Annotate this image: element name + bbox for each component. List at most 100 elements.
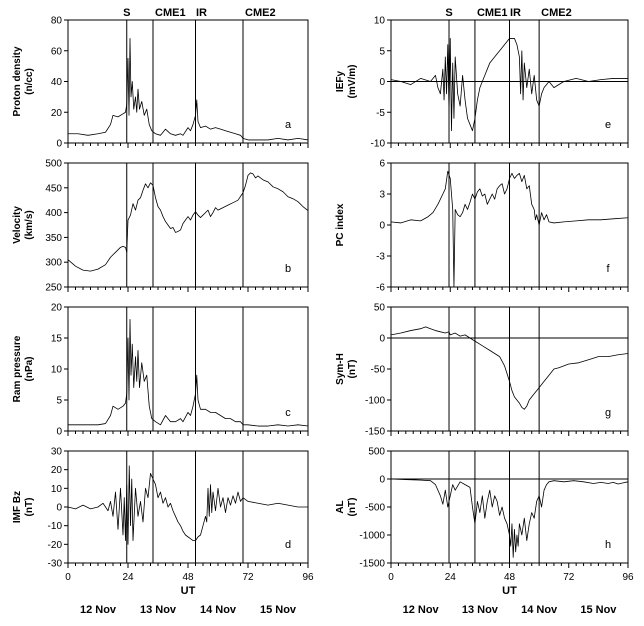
panel-d: -30 -20 -10 0 10 20 30 d IMF Bz(nT) [12,447,309,570]
y-axis-label: Proton density(n/cc) [12,46,35,116]
panel-e: -10 -5 0 5 10 e IEFy(mV/m) [335,16,629,150]
y-axis-label-name: IMF Bz [12,491,23,523]
y-tick-label: 50 [374,303,386,314]
y-axis-label: AL(nT) [335,498,358,517]
trace-h [390,478,629,558]
panel-frame [67,162,309,288]
y-axis-label-unit: (km/s) [24,210,35,239]
y-axis-label: PC index [335,203,346,246]
y-tick-label: -1000 [359,531,385,542]
y-tick-label: 6 [379,159,385,170]
y-tick-label: 0 [56,503,62,514]
y-tick-label: 60 [51,46,63,57]
y-axis-label-unit: (nT) [347,498,358,517]
y-tick-label: 0 [56,139,62,150]
y-tick-label: 10 [374,16,386,27]
event-label-ir: IR [510,7,521,19]
y-tick-label: -30 [48,559,63,570]
y-tick-label: -50 [371,365,386,376]
y-tick-label: -5 [376,108,385,119]
y-tick-label: -100 [365,396,385,407]
day-label: 15 Nov [260,604,297,616]
y-tick-label: -1500 [359,559,385,570]
panel-letter: e [605,119,611,131]
y-tick-label: 10 [51,365,63,376]
panel-f: -6 -3 0 3 6 f PC index [335,159,629,294]
y-tick-label: -10 [48,521,63,532]
event-label-cme1: CME1 [477,7,508,19]
day-label: 14 Nov [200,604,237,616]
y-axis-label-name: Velocity [12,206,23,244]
trace-c [68,318,309,427]
panel-letter: b [285,263,291,275]
y-axis-label: IEFy(mV/m) [335,65,358,99]
y-tick-label: 0 [379,221,385,232]
y-tick-label: 20 [51,465,63,476]
panel-a: 0 20 40 60 80 a Proton density(n/cc) [12,16,309,150]
y-tick-label: 0 [56,427,62,438]
y-tick-label: -3 [376,252,385,263]
x-tick-label: 0 [388,572,394,583]
y-tick-label: 10 [51,484,63,495]
event-label-s: S [123,7,130,19]
event-label-cme2: CME2 [245,7,276,19]
panel-frame [67,450,309,564]
y-axis-label-name: Ram pressure [12,335,23,402]
x-axis-title: UT [502,585,517,597]
event-label-s: S [445,7,452,19]
panel-letter: d [285,539,291,551]
y-tick-label: 40 [51,77,63,88]
y-tick-label: 400 [45,208,62,219]
panel-frame [67,19,309,144]
y-tick-label: 0 [379,77,385,88]
trace-a [68,38,309,141]
y-tick-label: 0 [379,334,385,345]
trace-g [390,326,629,410]
y-axis-label: Ram pressure(nPa) [12,335,35,402]
day-label: 13 Nov [462,604,499,616]
y-axis-label: Sym-H(nT) [335,353,358,385]
y-axis-label-name: AL [335,500,346,513]
y-axis-label-name: IEFy [335,71,346,93]
y-axis-label-unit: (nT) [24,498,35,517]
event-label-cme2: CME2 [541,7,572,19]
y-tick-label: 0 [379,475,385,486]
panel-g: -150 -100 -50 0 50 g Sym-H(nT) [335,303,629,438]
y-tick-label: -6 [376,283,385,294]
panel-letter: h [605,539,611,551]
y-axis-label-name: Proton density [12,46,23,116]
y-tick-label: 5 [379,46,385,57]
y-tick-label: 30 [51,447,63,458]
trace-e [390,38,628,132]
trace-f [390,170,629,288]
y-tick-label: 300 [45,258,62,269]
y-axis-label-unit: (mV/m) [347,65,358,99]
x-tick-label: 24 [122,572,134,583]
x-tick-label: 48 [504,572,516,583]
day-label: 13 Nov [140,604,177,616]
trace-b [67,172,309,272]
y-tick-label: -20 [48,540,63,551]
panel-letter: a [285,119,292,131]
panel-letter: f [606,263,610,275]
y-tick-label: 450 [45,183,62,194]
y-axis-label-name: Sym-H [335,353,346,385]
event-label-cme1: CME1 [155,7,186,19]
y-axis-label-unit: (nT) [347,360,358,379]
x-axis-title: UT [181,585,196,597]
trace-d [67,465,308,545]
day-label: 14 Nov [521,604,558,616]
panel-b: 250 300 350 400 450 500 b Velocity(km/s) [12,159,309,294]
y-tick-label: 500 [45,159,62,170]
x-tick-label: 96 [302,572,314,583]
event-label-ir: IR [196,7,207,19]
y-tick-label: 3 [379,190,385,201]
panel-c: 0 5 10 15 20 c Ram pressure(nPa) [12,303,309,438]
y-tick-label: 15 [51,334,63,345]
y-tick-label: 20 [51,303,63,314]
y-tick-label: 20 [51,108,63,119]
x-tick-label: 72 [242,572,254,583]
